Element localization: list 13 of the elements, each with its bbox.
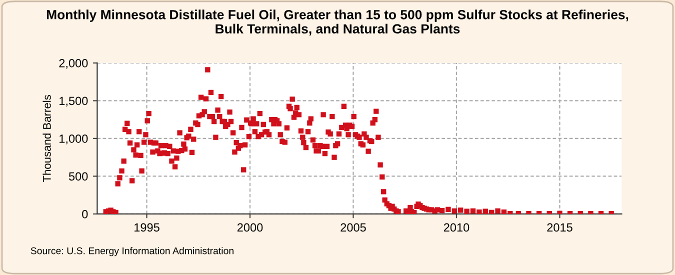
y-axis-title: Thousand Barrels — [42, 95, 51, 182]
y-tick-label: 0 — [82, 210, 88, 218]
y-tick-label: 1,000 — [60, 134, 88, 144]
x-tick-label: 1995 — [134, 223, 160, 232]
source-note: Source: U.S. Energy Information Administration — [30, 247, 234, 256]
y-tick-label: 1,500 — [60, 96, 88, 107]
x-tick-label: 2015 — [547, 223, 572, 232]
y-tick-label: 500 — [68, 172, 88, 181]
x-tick-label: 2005 — [340, 223, 366, 232]
x-tick-label: 2000 — [237, 223, 263, 232]
x-tick-label: 2010 — [444, 223, 470, 232]
chart-title: Monthly Minnesota Distillate Fuel Oil, Greater than 15 to 500 ppm Sulfur Stocks at Refineries, Bulk Terminals, and Natural Gas Plants — [46, 10, 628, 36]
y-tick-label: 2,000 — [59, 59, 88, 69]
